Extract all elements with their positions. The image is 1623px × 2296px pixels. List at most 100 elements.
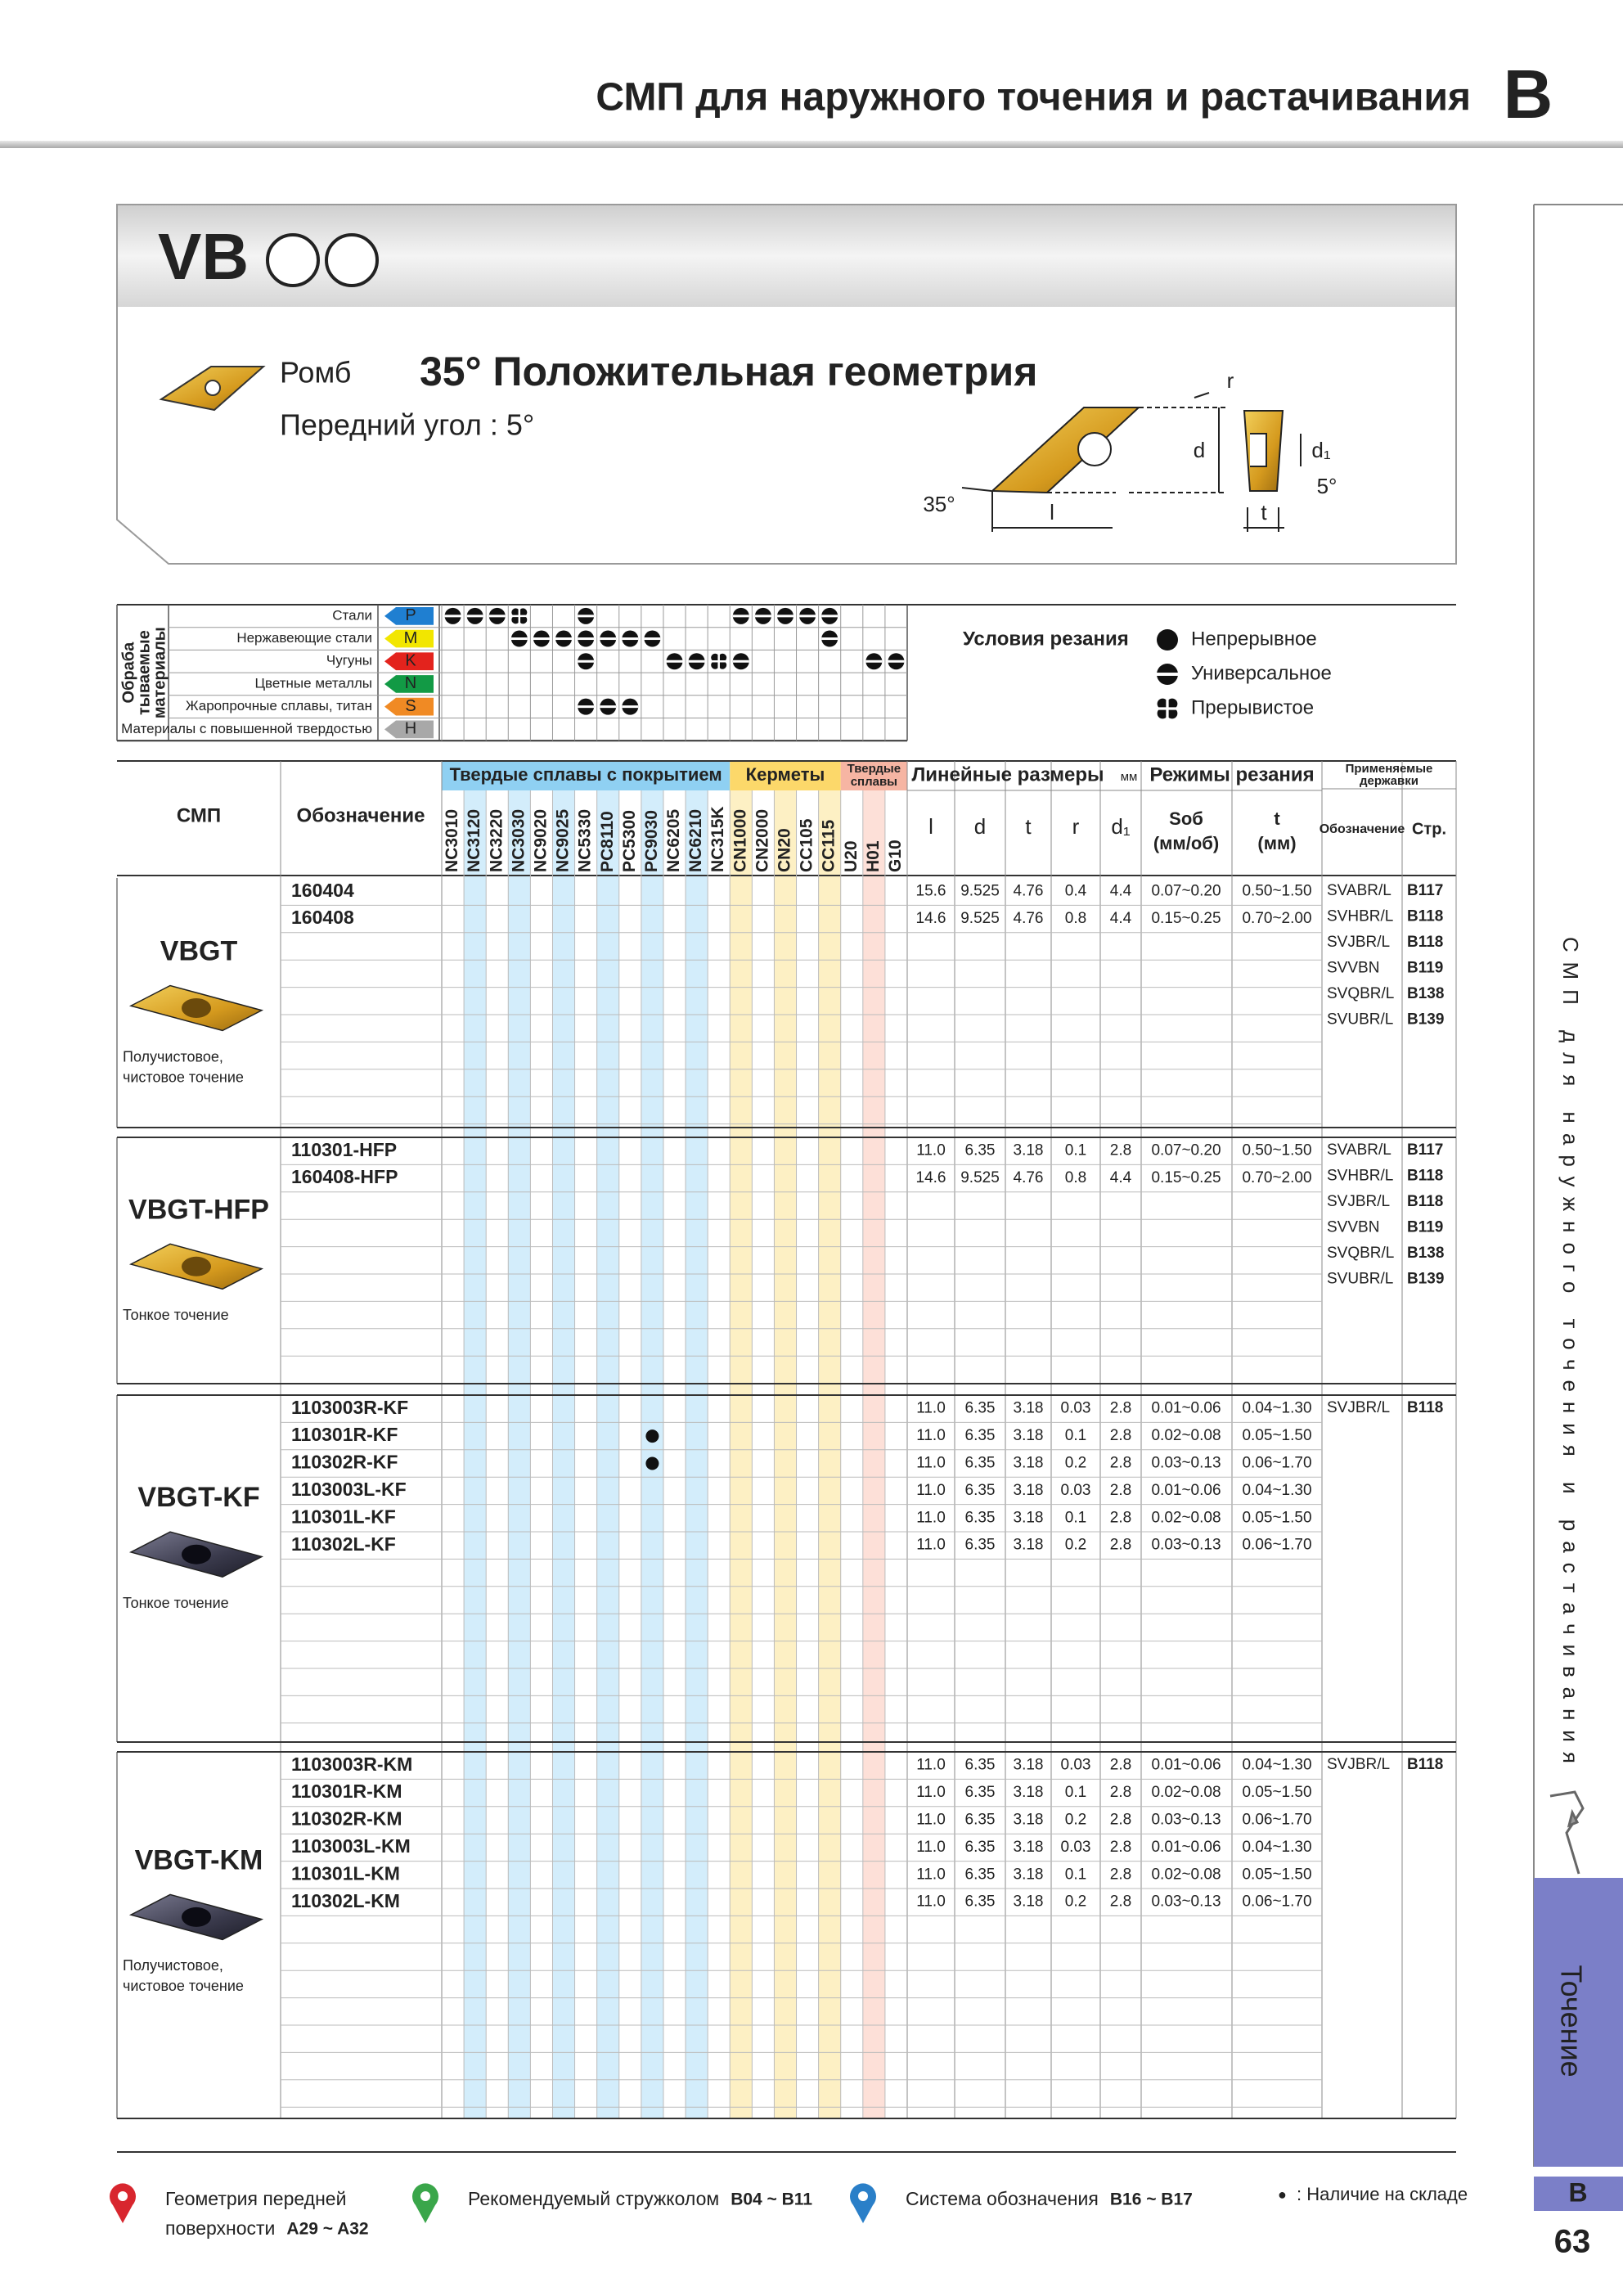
mark-part [578,705,595,709]
shape-icon-hole [205,380,221,396]
holder-page: B138 [1407,1245,1444,1262]
mark-part [732,660,749,663]
dimension: 0.1 [1065,1427,1086,1444]
dimension: 9.525 [960,1169,1000,1186]
feed: 0.03~0.13 [1151,1893,1221,1911]
feed: 0.01~0.06 [1151,1757,1221,1774]
depth: 0.04~1.30 [1242,1482,1311,1499]
dimension: 14.6 [916,910,946,927]
dimension: 11.0 [916,1455,946,1472]
holder-code: SVHBR/L [1327,1167,1393,1184]
grade-group-header [442,761,731,790]
mark-part [776,615,794,618]
mark-part [865,660,883,663]
depth: 0.05~1.50 [1242,1866,1311,1883]
designation: 110301-HFP [291,1139,397,1160]
grade-name: PC8110 [598,811,617,872]
dimension: 3.18 [1014,1537,1044,1554]
holder-page: B118 [1407,934,1443,951]
insert-description: Тонкое точение [123,1307,229,1323]
grade-name: CC105 [798,818,816,872]
mark-part [718,660,727,669]
dimension: 3.18 [1014,1757,1044,1774]
materials-label: материалы [151,627,169,718]
dimension: 0.2 [1065,1893,1086,1911]
dimension: 0.8 [1065,910,1086,927]
dimension: 3.18 [1014,1400,1044,1417]
mark-part [578,615,595,618]
material-name: Жаропрочные сплавы, титан [186,698,372,714]
grade-stripe [730,790,753,2118]
material-code-box [384,697,434,716]
dimension: 2.8 [1110,1427,1131,1444]
grade-group-header [730,761,841,790]
holder-page: B119 [1407,959,1443,976]
designation: 160408 [291,907,354,928]
grade-name: H01 [864,840,883,872]
material-code: M [404,629,418,647]
footer-icon [110,2183,136,2223]
side-letter: B [1568,2177,1587,2207]
col-header: Sоб [1169,808,1203,829]
mark-part [533,637,550,641]
side-tab-label: Точение [1554,1965,1588,2077]
grade-stripe [464,790,487,2118]
grade-name: NC3030 [509,809,528,872]
dimension: 11.0 [916,1537,946,1554]
mark-part [888,660,905,663]
insert-image-hole [182,1256,211,1276]
feed: 0.02~0.08 [1151,1866,1221,1883]
holder-code: SVUBR/L [1327,1270,1393,1287]
col-header: d₁ [1111,814,1130,839]
dimension: 2.8 [1110,1757,1131,1774]
header-rule [0,141,1623,148]
feed: 0.03~0.13 [1151,1455,1221,1472]
grade-name: NC5330 [576,809,595,872]
insert-description: чистовое точение [123,1978,244,1994]
diagram-label: 35° [923,492,955,516]
dimension: 6.35 [965,1142,996,1159]
mark-part [821,615,838,618]
rake-angle: Передний угол : 5° [280,408,534,442]
mark-part [1157,629,1178,651]
dimension: 0.2 [1065,1812,1086,1829]
dimension: 4.4 [1110,883,1132,900]
holder-code: SVHBR/L [1327,907,1393,925]
feed: 0.15~0.25 [1151,1169,1221,1186]
mark-part [711,660,720,669]
insert-name: VBGT [160,935,238,966]
grade-name: NC6210 [686,809,705,872]
grade-name: PC9030 [642,810,661,872]
materials-label: Обраба [119,642,137,704]
depth: 0.04~1.30 [1242,1839,1311,1856]
materials-label: тываемые [135,630,153,715]
col-header: r [1072,814,1080,839]
holder-page: B118 [1407,1399,1443,1416]
condition-mark [578,698,595,715]
footer-icon [412,2183,438,2223]
dimension: 4.76 [1014,1169,1044,1186]
feed: 0.02~0.08 [1151,1427,1221,1444]
dimension: 0.03 [1061,1482,1091,1499]
mark-part [622,637,639,641]
col-header: мм [1121,770,1138,784]
col-header: Режимы резания [1149,763,1314,786]
dimension: 0.03 [1061,1757,1091,1774]
mark-part [644,637,661,641]
grade-stripe [552,790,575,2118]
material-code: P [405,606,416,624]
dimension: 2.8 [1110,1455,1131,1472]
grade-group-name: Керметы [746,764,825,785]
depth: 0.50~1.50 [1242,1142,1311,1159]
insert-name: VBGT-KM [135,1844,263,1875]
holder-code: SVJBR/L [1327,1399,1390,1416]
diagram-label: 5° [1317,474,1338,498]
dimension: 3.18 [1014,1509,1044,1526]
col-header: державки [1360,774,1418,788]
material-code-box [384,720,434,739]
mark-part [466,615,483,618]
dimension: 4.76 [1014,910,1044,927]
footer-link-text: Рекомендуемый стружколом [468,2188,719,2209]
condition-mark [622,630,639,647]
